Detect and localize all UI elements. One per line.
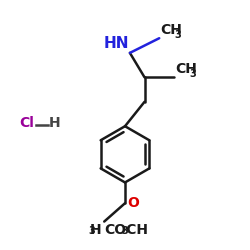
Text: 3: 3 <box>174 30 181 40</box>
Text: 3: 3 <box>189 69 196 79</box>
Text: 3: 3 <box>122 226 128 236</box>
Text: 3: 3 <box>88 226 95 236</box>
Text: COCH: COCH <box>104 223 148 237</box>
Text: CH: CH <box>160 23 182 37</box>
Text: H: H <box>90 223 102 237</box>
Text: H: H <box>49 116 61 130</box>
Text: CH: CH <box>175 62 197 76</box>
Text: Cl: Cl <box>20 116 34 130</box>
Text: HN: HN <box>103 36 129 51</box>
Text: O: O <box>128 196 139 210</box>
